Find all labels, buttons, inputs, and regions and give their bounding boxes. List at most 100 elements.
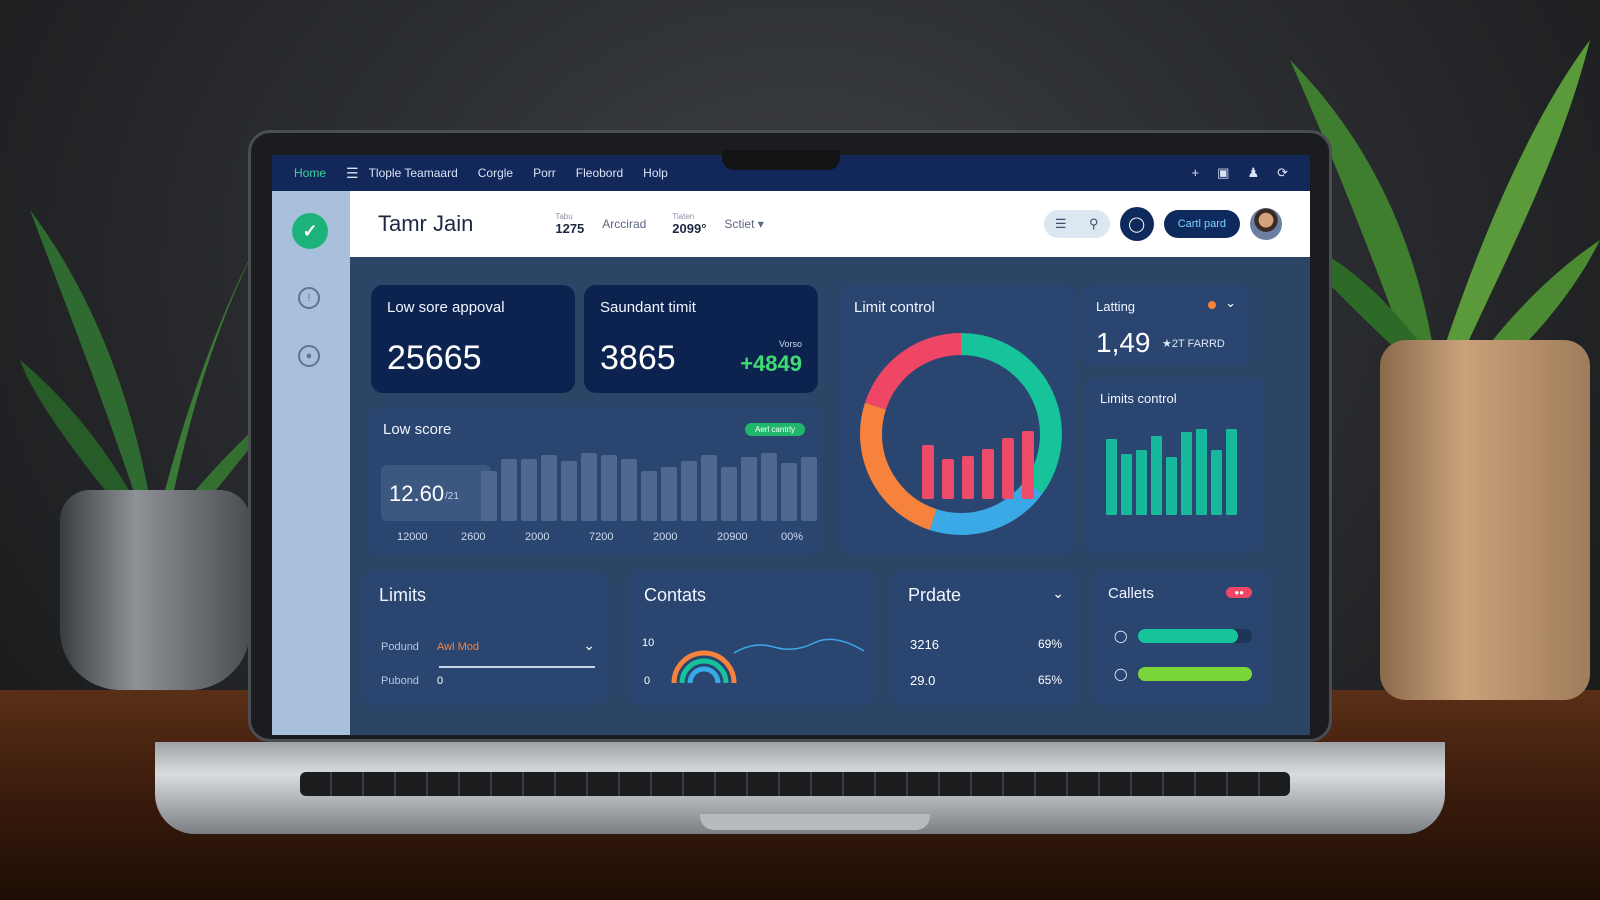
card-limits[interactable]: Limits Podund Awl Mod ⌄ Pubond 0 bbox=[363, 571, 609, 705]
card-saundant-timit[interactable]: Saundant timit 3865 Vorso +4849 bbox=[584, 285, 818, 393]
card-low-sore-approval[interactable]: Low sore appoval 25665 bbox=[371, 285, 575, 393]
score-bar bbox=[661, 467, 677, 521]
panel-unit: /21 bbox=[445, 491, 459, 502]
card-limits-control[interactable]: Limits control bbox=[1084, 377, 1264, 553]
prdate-row-1-b: 69% bbox=[1037, 637, 1062, 651]
card-title: Callets bbox=[1108, 585, 1154, 602]
x-tick-label: 2000 bbox=[525, 531, 550, 543]
score-bar bbox=[581, 453, 597, 521]
teal-bar bbox=[1226, 428, 1237, 515]
score-bar bbox=[781, 463, 797, 521]
chat-button[interactable]: ◯ bbox=[1119, 207, 1154, 241]
header-stat-1-label: Tabu bbox=[555, 212, 573, 221]
filter-search-pill[interactable]: ☰ ⚲ bbox=[1043, 210, 1110, 238]
donut-inner-bar bbox=[982, 448, 994, 499]
sidebar: ✓ ! ● bbox=[272, 191, 350, 735]
sidebar-settings-icon[interactable]: ● bbox=[298, 345, 320, 367]
slider-track[interactable] bbox=[439, 666, 595, 668]
chat-icon: ◯ bbox=[1128, 216, 1146, 233]
card-low-score[interactable]: Low score Aerl cantrly 12.60 /21 12000 26… bbox=[367, 407, 823, 555]
plus-icon[interactable]: + bbox=[1191, 165, 1200, 180]
chevron-down-icon: ▾ bbox=[757, 217, 764, 231]
search-icon[interactable]: ⚲ bbox=[1088, 216, 1099, 231]
donut-inner-bar bbox=[1022, 430, 1034, 499]
x-tick-label: 20900 bbox=[717, 531, 748, 543]
card-title: Low score bbox=[383, 421, 452, 438]
camera-notch bbox=[722, 150, 840, 170]
document-icon[interactable]: ▣ bbox=[1217, 165, 1230, 180]
card-value: 1,49 bbox=[1096, 327, 1151, 358]
header-stat-2-label: Tiaten bbox=[672, 212, 695, 221]
card-sub: ★2T FARRD bbox=[1162, 338, 1225, 350]
card-limit-control[interactable]: Limit control bbox=[838, 285, 1076, 555]
score-bar bbox=[761, 453, 777, 521]
score-bar bbox=[621, 459, 637, 521]
menu-icon[interactable]: ☰ bbox=[346, 164, 359, 181]
donut-slice bbox=[860, 333, 1062, 535]
nav-item-team[interactable]: Tlople Teamaard bbox=[368, 166, 458, 180]
donut-chart bbox=[860, 333, 1062, 535]
score-bar bbox=[521, 459, 537, 521]
status-dot bbox=[1208, 301, 1216, 309]
alert-badge: ●● bbox=[1226, 587, 1252, 598]
teal-bar bbox=[1181, 432, 1192, 515]
row-value: Awl Mod bbox=[437, 641, 479, 653]
panel-value: 12.60 bbox=[389, 481, 445, 506]
card-latting[interactable]: Latting ⌄ 1,49 ★2T FARRD bbox=[1080, 285, 1250, 365]
nav-item-corgle[interactable]: Corgle bbox=[477, 166, 514, 180]
logo-icon[interactable]: ✓ bbox=[292, 213, 328, 249]
card-title: Limits bbox=[379, 585, 427, 605]
shield-icon: ◯ bbox=[1114, 667, 1128, 681]
header-stat-1: Tabu 1275 bbox=[555, 212, 584, 236]
chevron-down-icon[interactable]: ⌄ bbox=[1225, 295, 1236, 310]
plant-pot-right bbox=[1380, 340, 1590, 700]
score-bar bbox=[681, 461, 697, 521]
prdate-row-2-b: 65% bbox=[1037, 673, 1062, 687]
header-link[interactable]: Arccirad bbox=[602, 217, 647, 231]
card-delta: +4849 bbox=[740, 351, 802, 376]
chevron-down-icon[interactable]: ⌄ bbox=[583, 637, 595, 653]
shield-icon: ◯ bbox=[1114, 629, 1128, 643]
nav-home[interactable]: Home bbox=[294, 166, 327, 180]
sidebar-info-icon[interactable]: ! bbox=[298, 287, 320, 309]
header-select[interactable]: Sctiet ▾ bbox=[724, 217, 763, 231]
card-title: Limits control bbox=[1100, 391, 1177, 406]
laptop-hinge bbox=[700, 814, 930, 830]
row-value: 0 bbox=[437, 675, 444, 687]
page-header: Tamr Jain Tabu 1275 Arccirad Tiaten 2099… bbox=[350, 191, 1310, 257]
card-contats[interactable]: Contats 10 0 bbox=[628, 571, 876, 705]
avatar[interactable] bbox=[1250, 208, 1282, 240]
card-callets[interactable]: Callets ●● ◯ ◯ bbox=[1092, 571, 1270, 705]
x-tick-label: 2600 bbox=[461, 531, 486, 543]
teal-bar bbox=[1121, 453, 1132, 515]
users-icon[interactable]: ♟ bbox=[1247, 165, 1260, 180]
nav-item-fleobord[interactable]: Fleobord bbox=[575, 166, 624, 180]
filter-icon[interactable]: ☰ bbox=[1054, 216, 1067, 231]
card-title: Saundant timit bbox=[600, 299, 696, 316]
teal-bar bbox=[1166, 457, 1177, 515]
score-bar bbox=[641, 471, 657, 521]
nav-item-porr[interactable]: Porr bbox=[533, 166, 556, 180]
score-bar bbox=[541, 455, 557, 521]
card-title: Low sore appoval bbox=[387, 299, 505, 316]
x-tick-label: 2000 bbox=[653, 531, 678, 543]
chevron-down-icon[interactable]: ⌄ bbox=[1052, 585, 1064, 601]
progress-track-2 bbox=[1138, 667, 1252, 681]
row-label: Pubond bbox=[381, 675, 419, 687]
donut-inner-bar bbox=[942, 459, 954, 499]
status-badge: Aerl cantrly bbox=[744, 423, 805, 436]
card-button[interactable]: Cartl pard bbox=[1163, 210, 1240, 238]
teal-bar bbox=[1106, 439, 1117, 515]
header-stat-1-value: 1275 bbox=[555, 221, 585, 236]
refresh-icon[interactable]: ⟳ bbox=[1277, 165, 1288, 180]
y-axis-bottom: 0 bbox=[644, 675, 651, 687]
card-value: 25665 bbox=[387, 339, 482, 377]
header-select-label: Sctiet bbox=[724, 217, 755, 231]
laptop-keyboard bbox=[300, 772, 1290, 796]
progress-fill-1 bbox=[1138, 629, 1239, 643]
card-prdate[interactable]: Prdate ⌄ 3216 69% 29.0 65% bbox=[892, 571, 1078, 705]
score-bar bbox=[561, 461, 577, 521]
x-tick-label: 7200 bbox=[589, 531, 614, 543]
nav-item-help[interactable]: Holp bbox=[643, 166, 668, 180]
donut-inner-bar bbox=[1002, 437, 1014, 499]
